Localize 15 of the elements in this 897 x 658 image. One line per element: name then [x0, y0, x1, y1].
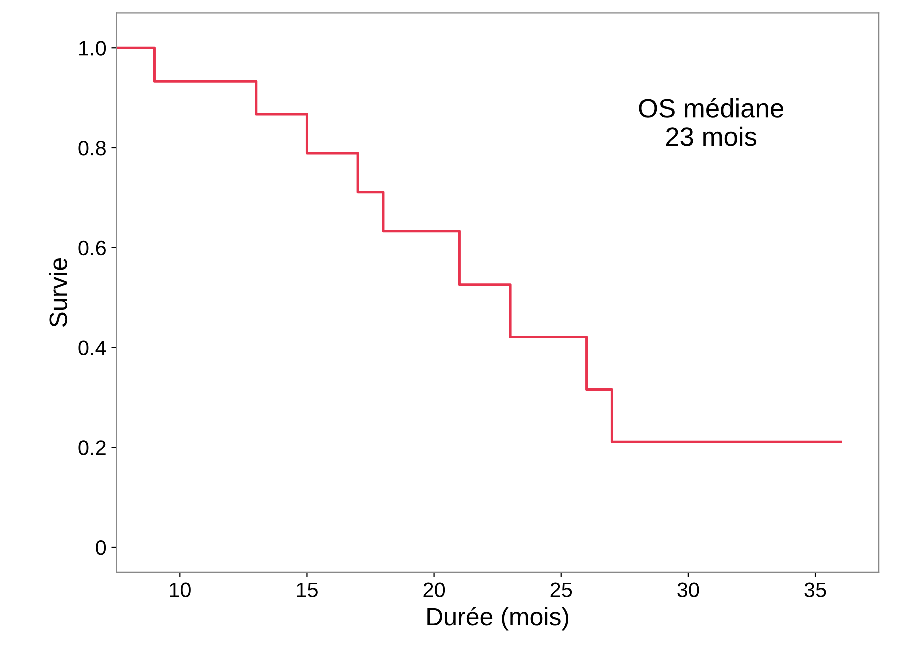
y-tick-label: 0.6 — [78, 240, 106, 256]
y-tick-label: 0.8 — [78, 140, 106, 156]
x-tick-label: 35 — [804, 582, 826, 598]
x-tick-label: 15 — [297, 582, 318, 598]
y-tick-label: 0.4 — [78, 340, 106, 356]
y-axis-title: Survie — [49, 258, 68, 328]
x-axis-title: Durée (mois) — [428, 607, 569, 631]
x-tick-label: 20 — [424, 582, 446, 598]
annotation: OS médiane 23 mois — [639, 98, 784, 146]
y-tick-label: 1.0 — [80, 41, 106, 56]
x-tick-label: 25 — [550, 582, 572, 598]
y-tick-label: 0 — [96, 540, 106, 556]
x-tick-label: 10 — [170, 582, 191, 598]
x-tick-label: 30 — [678, 582, 700, 598]
y-tick-label: 0.2 — [78, 440, 106, 456]
